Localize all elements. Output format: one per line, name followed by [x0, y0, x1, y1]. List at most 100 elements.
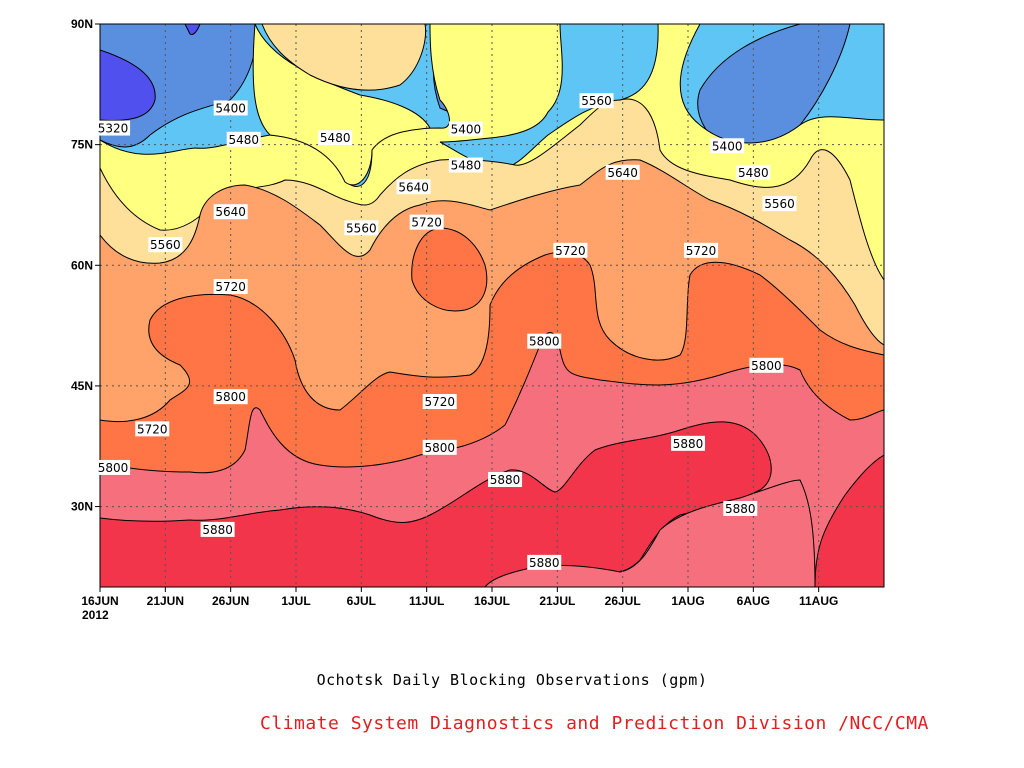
contour-label: 5880: [200, 521, 235, 537]
band-5560-5640: [261, 24, 427, 91]
contour-label-text: 5320: [98, 122, 129, 136]
contour-label-text: 5720: [411, 216, 442, 230]
contour-label: 5720: [135, 421, 170, 437]
contour-label-background: [96, 459, 131, 475]
contour-label-text: 5400: [451, 122, 482, 136]
contour-label-text: 5640: [215, 205, 246, 219]
x-tick-label: 21JUN: [147, 594, 184, 608]
contour-label-text: 5480: [320, 131, 351, 145]
x-tick-label: 11AUG: [799, 594, 838, 608]
contour-label-background: [762, 196, 797, 212]
contour-label-text: 5800: [529, 335, 560, 349]
contour-label-text: 5560: [581, 94, 612, 108]
contour-label-text: 5800: [98, 461, 129, 475]
contour-label-text: 5800: [215, 390, 246, 404]
contour-label-background: [318, 130, 353, 146]
contour-label-text: 5800: [751, 359, 782, 373]
contour-label-text: 5560: [346, 221, 377, 235]
contour-label: 5400: [710, 138, 745, 154]
contour-label-background: [749, 357, 784, 373]
contour-label-background: [213, 279, 248, 295]
band-5720-5800: [411, 227, 488, 312]
x-tick-label: 26JUL: [605, 594, 641, 608]
contour-label-background: [527, 333, 562, 349]
contour-label-background: [710, 138, 745, 154]
contour-label: 5480: [448, 157, 483, 173]
contour-label: 5720: [422, 394, 457, 410]
y-tick-label: 60N: [71, 258, 93, 272]
contour-label: 5560: [579, 93, 614, 109]
band-above-5880: [814, 454, 884, 587]
x-tick-label: 6JUL: [347, 594, 376, 608]
contour-label-text: 5880: [202, 523, 233, 537]
contour-label-background: [96, 120, 131, 136]
band-below-5320: [100, 49, 156, 121]
contour-label-text: 5480: [738, 166, 769, 180]
contour-label: 5480: [226, 131, 261, 147]
x-tick-label: 26JUN: [212, 594, 249, 608]
contour-label: 5720: [684, 242, 719, 258]
contour-label: 5720: [213, 279, 248, 295]
y-tick-label: 90N: [71, 17, 93, 31]
contour-label-background: [213, 204, 248, 220]
contour-label: 5560: [148, 237, 183, 253]
contour-label-background: [396, 179, 431, 195]
contour-label-text: 5400: [712, 139, 743, 153]
chart-caption: Ochotsk Daily Blocking Observations (gpm…: [316, 671, 708, 689]
x-tick-label: 16JUL: [474, 594, 510, 608]
contour-label-background: [448, 121, 483, 137]
x-tick-label: 11JUL: [409, 594, 444, 608]
contour-label: 5880: [671, 435, 705, 451]
contour-label-background: [448, 157, 483, 173]
contour-label: 5880: [723, 500, 758, 516]
contour-label: 5800: [422, 439, 457, 455]
contour-label-background: [488, 472, 523, 488]
x-axis-year-label: 2012: [82, 608, 109, 622]
contour-label-background: [226, 131, 261, 147]
contour-label: 5480: [318, 130, 353, 146]
contour-label-text: 5480: [228, 133, 259, 147]
contour-label-background: [723, 500, 758, 516]
contour-label: 5640: [396, 179, 431, 195]
credit-line: Climate System Diagnostics and Predictio…: [260, 713, 929, 734]
x-tick-label: 16JUN: [81, 594, 118, 608]
contour-label-text: 5560: [764, 197, 795, 211]
contour-label: 5400: [448, 121, 483, 137]
contour-label-text: 5640: [398, 180, 429, 194]
contour-label: 5320: [96, 120, 131, 136]
contour-label-background: [135, 421, 170, 437]
contour-label-text: 5720: [215, 280, 246, 294]
contour-label-background: [148, 237, 183, 253]
contour-label-background: [684, 242, 719, 258]
contour-labels: 5320 5400 5480 5480 5400 5560 5480 5400 5480 5640…: [96, 93, 797, 570]
contour-label-background: [553, 242, 588, 258]
contour-label: 5800: [96, 459, 131, 475]
x-tick-label: 21JUL: [539, 594, 575, 608]
contour-label-text: 5880: [529, 556, 560, 570]
contour-label: 5720: [553, 242, 588, 258]
contour-label-text: 5560: [150, 238, 181, 252]
contour-label-background: [213, 389, 248, 405]
contour-label: 5880: [527, 554, 562, 570]
contour-label-text: 5880: [490, 473, 521, 487]
contour-label: 5800: [213, 389, 248, 405]
contour-label: 5560: [762, 196, 797, 212]
contour-label-text: 5720: [555, 244, 586, 258]
contour-label-background: [422, 439, 457, 455]
contour-label: 5800: [527, 333, 562, 349]
y-tick-label: 30N: [71, 500, 93, 514]
grid-lines: [100, 24, 884, 587]
contour-label-background: [213, 100, 248, 116]
contour-label-background: [736, 164, 771, 180]
contour-label-text: 5720: [137, 422, 168, 436]
y-axis: 30N 45N 60N 75N 90N: [71, 17, 100, 514]
contour-label: 5480: [736, 164, 771, 180]
contour-label-background: [344, 220, 379, 236]
contour-label-text: 5400: [215, 101, 246, 115]
contour-label-text: 5720: [686, 244, 717, 258]
contour-label: 5880: [488, 472, 523, 488]
contour-label-text: 5880: [725, 502, 756, 516]
x-axis: 16JUN 21JUN 26JUN 1JUL 6JUL 11JUL 16JUL 21JUL 26…: [81, 587, 838, 608]
contour-label-text: 5480: [451, 159, 482, 173]
